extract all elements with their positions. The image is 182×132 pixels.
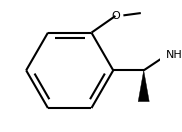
Text: O: O [111,11,120,21]
Polygon shape [138,70,149,102]
Text: NH: NH [166,50,182,60]
